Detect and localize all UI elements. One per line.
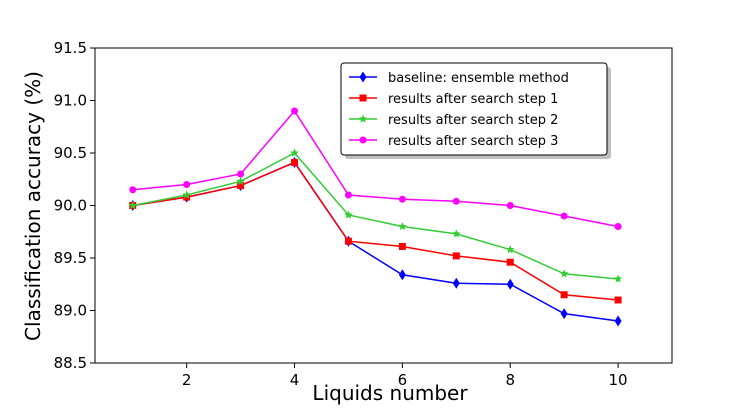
data-point (290, 148, 299, 157)
series-4 (129, 107, 622, 230)
data-point (398, 195, 406, 203)
data-point (452, 252, 460, 260)
data-point (452, 277, 460, 289)
data-point (344, 210, 353, 219)
data-point (560, 212, 568, 220)
x-tick-label: 6 (398, 371, 408, 389)
legend-items: baseline: ensemble method results after s… (349, 71, 569, 149)
series-line (132, 152, 619, 280)
data-point (129, 186, 137, 194)
data-point (183, 181, 191, 188)
legend-swatch-marker (358, 114, 368, 123)
data-point (291, 158, 299, 166)
y-tick-label: 88.5 (54, 354, 87, 372)
legend-swatch-marker (359, 71, 367, 83)
data-point (398, 222, 407, 231)
legend-swatch-marker (359, 136, 367, 144)
data-point (236, 176, 245, 185)
y-tick-label: 90.0 (54, 197, 87, 215)
legend-box (340, 62, 608, 156)
legend-item: results after search step 3 (349, 134, 558, 149)
y-tick-label: 90.5 (54, 144, 87, 162)
data-point (237, 182, 245, 190)
x-tick-label: 8 (505, 371, 515, 389)
x-tick-label: 4 (290, 371, 300, 389)
data-point (506, 278, 514, 290)
series-line (132, 161, 619, 322)
series-layer (128, 107, 623, 327)
data-point (182, 190, 191, 199)
y-tick-label: 89.0 (54, 302, 87, 320)
y-tick-label: 89.5 (54, 249, 87, 267)
legend-label: baseline: ensemble method (388, 71, 569, 86)
series-line (132, 161, 619, 301)
data-point (506, 258, 514, 266)
legend-item: baseline: ensemble method (349, 71, 569, 86)
legend: baseline: ensemble method results after s… (340, 62, 611, 159)
data-point (398, 269, 406, 281)
series-3 (128, 148, 623, 283)
x-tick-label: 2 (182, 371, 192, 389)
legend-label: results after search step 3 (388, 134, 558, 149)
data-point (344, 191, 352, 199)
series-1 (129, 156, 622, 327)
y-tick-label: 91.5 (54, 39, 87, 57)
y-axis-title: Classification accuracy (%) (21, 71, 45, 341)
legend-label: results after search step 1 (388, 92, 558, 107)
legend-item: results after search step 2 (349, 113, 558, 128)
data-point (614, 223, 622, 230)
data-point (398, 242, 406, 250)
data-point (506, 202, 514, 209)
data-point (560, 291, 568, 299)
data-point (613, 274, 623, 283)
data-point (452, 229, 461, 238)
data-point (560, 308, 568, 320)
legend-item: results after search step 1 (349, 92, 558, 107)
x-axis-title: Liquids number (312, 381, 468, 405)
data-point (452, 197, 460, 205)
data-point (614, 296, 622, 304)
data-point (128, 201, 138, 210)
series-line (132, 109, 619, 228)
legend-swatch-marker (359, 94, 367, 102)
x-tick-label: 10 (609, 371, 628, 389)
data-point (559, 269, 569, 278)
y-tick-label: 91.0 (54, 92, 87, 110)
data-point (505, 245, 515, 254)
data-point (237, 170, 245, 178)
data-point (291, 107, 299, 115)
data-point (614, 315, 622, 327)
data-point (183, 193, 191, 201)
ticks-layer: 2 4 6 8 10 88.5 89.0 89.5 90.0 90.5 91.0 91.5 (54, 39, 628, 389)
data-point (344, 237, 352, 245)
legend-label: results after search step 2 (388, 113, 558, 128)
